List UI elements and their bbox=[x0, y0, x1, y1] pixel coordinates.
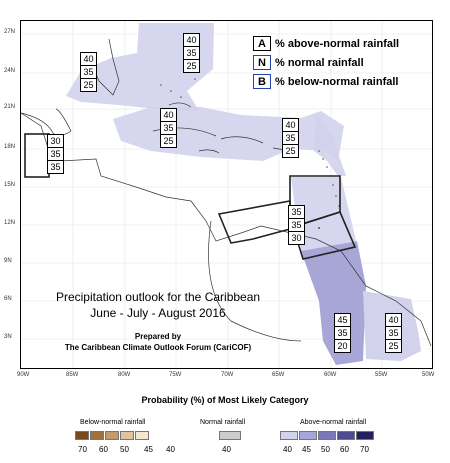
prob-box-bahamas: 40 35 25 bbox=[80, 52, 97, 92]
lat-tick: 6N bbox=[4, 296, 12, 302]
region-shade-leeward bbox=[314, 113, 346, 176]
region-outline-abc bbox=[217, 200, 291, 244]
lat-tick: 27N bbox=[4, 29, 16, 35]
prob-normal: 35 bbox=[283, 132, 298, 145]
above-value: 50 bbox=[321, 445, 330, 454]
lon-tick: 50W bbox=[422, 372, 435, 378]
swatch-above-45 bbox=[299, 431, 317, 440]
map-subtitle: June - July - August 2016 bbox=[90, 306, 226, 320]
below-value: 50 bbox=[120, 445, 129, 454]
prob-normal: 35 bbox=[335, 327, 350, 340]
prob-normal: 35 bbox=[386, 327, 401, 340]
key-box-n: N bbox=[253, 55, 271, 70]
prob-normal: 35 bbox=[81, 66, 96, 79]
prob-box-greater-antilles: 40 35 25 bbox=[160, 108, 177, 148]
swatch-below-70 bbox=[75, 431, 89, 440]
forum-name: The Caribbean Climate Outlook Forum (Car… bbox=[64, 343, 252, 352]
above-swatches bbox=[280, 431, 375, 440]
prob-normal: 35 bbox=[289, 219, 304, 232]
map-title: Precipitation outlook for the Caribbean bbox=[55, 290, 261, 304]
swatch-below-50 bbox=[105, 431, 119, 440]
swatch-above-40 bbox=[280, 431, 298, 440]
swatch-above-70 bbox=[356, 431, 374, 440]
prob-above: 40 bbox=[81, 53, 96, 66]
prob-above: 40 bbox=[184, 34, 199, 47]
key-row-above: A % above-normal rainfall bbox=[253, 34, 399, 53]
above-value: 45 bbox=[302, 445, 311, 454]
lon-tick: 65W bbox=[272, 372, 285, 378]
prob-above: 40 bbox=[283, 119, 298, 132]
lon-tick: 55W bbox=[375, 372, 388, 378]
lon-tick: 90W bbox=[17, 372, 30, 378]
normal-legend-label: Normal rainfall bbox=[200, 419, 246, 426]
prob-normal: 35 bbox=[184, 47, 199, 60]
below-value: 70 bbox=[78, 445, 87, 454]
key-text-above: % above-normal rainfall bbox=[275, 37, 400, 50]
region-outline-trinidad bbox=[291, 211, 357, 260]
lon-tick: 60W bbox=[324, 372, 337, 378]
prepared-by: Prepared by bbox=[134, 332, 182, 341]
prob-below: 20 bbox=[337, 341, 348, 351]
key-row-below: B % below-normal rainfall bbox=[253, 72, 399, 91]
swatch-below-60 bbox=[90, 431, 104, 440]
lon-tick: 75W bbox=[169, 372, 182, 378]
prob-box-nw-atlantic: 40 35 25 bbox=[183, 33, 200, 73]
below-swatches bbox=[75, 431, 150, 440]
region-shade-greater-antilles bbox=[113, 107, 344, 161]
prob-below: 30 bbox=[291, 233, 302, 243]
prob-below: 25 bbox=[163, 136, 174, 146]
prob-above: 45 bbox=[335, 314, 350, 327]
above-value: 60 bbox=[340, 445, 349, 454]
prob-below: 35 bbox=[50, 162, 61, 172]
lat-tick: 18N bbox=[4, 144, 16, 150]
lat-tick: 24N bbox=[4, 68, 16, 74]
prob-below: 25 bbox=[83, 80, 94, 90]
swatch-below-45 bbox=[120, 431, 134, 440]
above-legend-label: Above-normal rainfall bbox=[300, 419, 367, 426]
key-row-normal: N % normal rainfall bbox=[253, 53, 399, 72]
prob-above: 30 bbox=[48, 135, 63, 148]
prob-box-guyana: 45 35 20 bbox=[334, 313, 351, 353]
legend-title: Probability (%) of Most Likely Category bbox=[141, 395, 309, 405]
normal-value: 40 bbox=[222, 445, 231, 454]
below-value: 60 bbox=[99, 445, 108, 454]
lat-tick: 12N bbox=[4, 220, 16, 226]
lat-tick: 3N bbox=[4, 334, 12, 340]
prob-above: 40 bbox=[161, 109, 176, 122]
lat-tick: 21N bbox=[4, 104, 16, 110]
prob-normal: 35 bbox=[48, 148, 63, 161]
prob-below: 25 bbox=[186, 61, 197, 71]
key-text-normal: % normal rainfall bbox=[275, 56, 364, 69]
prob-below: 25 bbox=[388, 341, 399, 351]
below-value: 40 bbox=[166, 445, 175, 454]
lon-tick: 80W bbox=[118, 372, 131, 378]
lon-tick: 70W bbox=[221, 372, 234, 378]
swatch-above-50 bbox=[318, 431, 336, 440]
swatch-normal-40 bbox=[219, 431, 241, 440]
above-value: 70 bbox=[360, 445, 369, 454]
prob-box-belize: 30 35 35 bbox=[47, 134, 64, 174]
prob-above: 35 bbox=[289, 206, 304, 219]
lon-tick: 85W bbox=[66, 372, 79, 378]
lat-tick: 9N bbox=[4, 258, 12, 264]
prob-box-leeward: 40 35 25 bbox=[282, 118, 299, 158]
category-key: A % above-normal rainfall N % normal rai… bbox=[253, 34, 399, 91]
below-value: 45 bbox=[144, 445, 153, 454]
normal-swatches bbox=[219, 431, 242, 440]
prob-above: 40 bbox=[386, 314, 401, 327]
key-box-a: A bbox=[253, 36, 271, 51]
lat-tick: 15N bbox=[4, 182, 16, 188]
below-legend-label: Below-normal rainfall bbox=[80, 419, 146, 426]
swatch-below-40 bbox=[135, 431, 149, 440]
region-shade-bahamas bbox=[66, 23, 214, 111]
key-text-below: % below-normal rainfall bbox=[275, 75, 399, 88]
prob-box-windward: 35 35 30 bbox=[288, 205, 305, 245]
prob-normal: 35 bbox=[161, 122, 176, 135]
swatch-above-60 bbox=[337, 431, 355, 440]
prob-box-french-guiana: 40 35 25 bbox=[385, 313, 402, 353]
prob-below: 25 bbox=[285, 146, 296, 156]
above-value: 40 bbox=[283, 445, 292, 454]
key-box-b: B bbox=[253, 74, 271, 89]
